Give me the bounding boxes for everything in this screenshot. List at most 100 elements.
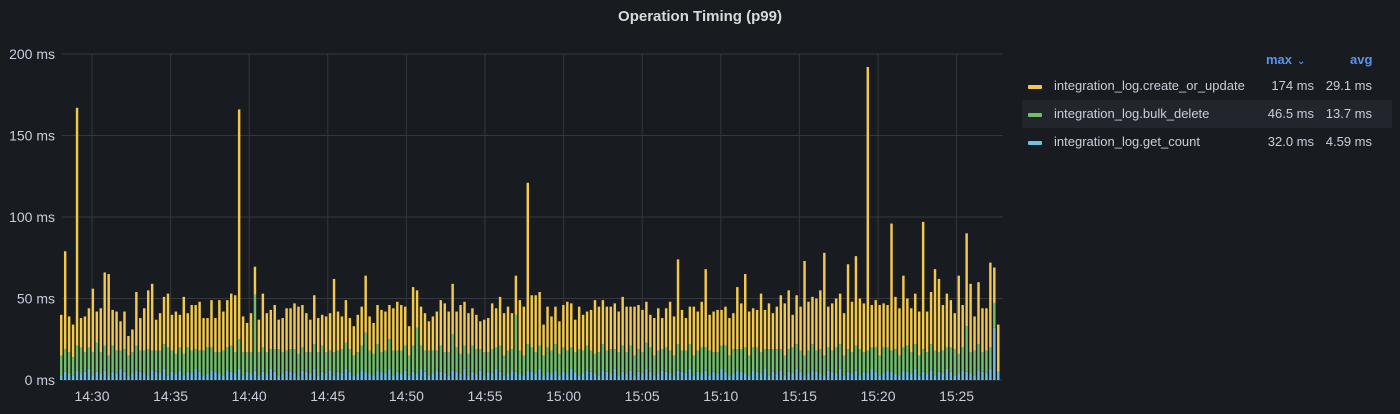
bar-segment <box>688 306 692 345</box>
legend-item[interactable]: integration_log.create_or_update 174 ms … <box>1022 72 1392 100</box>
bar-segment <box>344 300 348 343</box>
bar-segment <box>763 349 767 369</box>
bar-segment <box>779 295 783 350</box>
bar-segment <box>360 345 363 371</box>
bar-segment <box>253 294 257 371</box>
bar-segment <box>372 353 375 376</box>
bar-segment <box>720 309 723 346</box>
bar-segment <box>407 375 411 380</box>
bar-segment <box>135 370 138 380</box>
bar-segment <box>593 373 597 380</box>
bar-segment <box>127 335 130 356</box>
bar-segment <box>344 342 348 369</box>
bar-segment <box>127 375 130 380</box>
legend-sort-avg-button[interactable]: avg <box>1350 52 1373 67</box>
bar-segment <box>502 355 506 376</box>
bar-segment <box>360 370 363 380</box>
bar-segment <box>297 375 300 380</box>
bar-segment <box>530 295 533 348</box>
bar-segment <box>633 355 636 376</box>
bar-segment <box>917 355 921 376</box>
bar-segment <box>376 305 379 345</box>
bar-segment <box>783 303 786 356</box>
y-axis: 0 ms 50 ms 100 ms 150 ms 200 ms <box>9 46 55 388</box>
bar-segment <box>795 295 798 345</box>
legend-sort-max-button[interactable]: max ⌄ <box>1266 52 1306 67</box>
bar-segment <box>103 370 106 380</box>
bar-segment <box>419 368 423 380</box>
bar-segment <box>625 352 628 374</box>
bar-segment <box>419 306 423 346</box>
bar-segment <box>783 375 786 380</box>
bar-segment <box>684 373 688 380</box>
legend: max ⌄ avg integration_log.create_or_updat… <box>1022 50 1392 156</box>
legend-header: max ⌄ avg <box>1022 50 1392 72</box>
bar-segment <box>514 371 518 380</box>
bar-segment <box>261 293 265 348</box>
bar-segment <box>546 347 549 372</box>
bar-segment <box>190 305 193 351</box>
bar-segment <box>162 344 166 369</box>
bar-segment <box>451 283 454 335</box>
bar-segment <box>649 314 652 348</box>
bar-segment <box>645 368 648 380</box>
bar-segment <box>850 352 854 374</box>
bar-segment <box>550 350 553 374</box>
bar-segment <box>759 373 763 380</box>
bar-segment <box>692 306 696 356</box>
bar-segment <box>435 350 439 371</box>
legend-series-avg: 4.59 ms <box>1325 134 1372 149</box>
bar-segment <box>929 291 933 345</box>
bar-segment <box>874 347 877 372</box>
bar-segment <box>803 261 806 356</box>
bar-segment <box>834 347 838 374</box>
bar-segment <box>708 375 711 380</box>
bar-segment <box>222 350 225 376</box>
bar-segment <box>494 347 498 369</box>
bar-segment <box>372 375 375 380</box>
bar-segment <box>589 371 593 380</box>
bar-segment <box>396 371 399 380</box>
bar-segment <box>973 316 976 351</box>
bar-segment <box>364 371 367 380</box>
bar-segment <box>775 373 779 380</box>
bar-segment <box>779 370 783 380</box>
bar-segment <box>475 314 478 350</box>
bar-segment <box>977 370 980 380</box>
bar-segment <box>455 347 458 372</box>
bar-segment <box>233 295 237 353</box>
x-tick-label: 15:25 <box>939 388 974 404</box>
bar-segment <box>415 327 419 374</box>
bar-segment <box>799 306 802 351</box>
bar-segment <box>846 349 850 372</box>
bar-segment <box>206 318 209 348</box>
bar-segment <box>154 371 158 380</box>
bar-segment <box>305 352 308 372</box>
bar-segment <box>257 375 261 380</box>
bar-segment <box>60 355 63 376</box>
legend-item[interactable]: integration_log.bulk_delete 46.5 ms 13.7… <box>1022 100 1392 128</box>
x-tick-label: 15:00 <box>546 388 581 404</box>
bar-segment <box>324 373 328 380</box>
bar-segment <box>380 371 383 380</box>
legend-item[interactable]: integration_log.get_count 32.0 ms 4.59 m… <box>1022 128 1392 156</box>
bar-segment <box>289 308 292 350</box>
bar-segment <box>340 373 344 380</box>
bar-segment <box>965 233 968 327</box>
bar-segment <box>506 373 510 380</box>
bar-segment <box>396 350 399 372</box>
bar-segment <box>945 347 949 369</box>
y-tick-label: 200 ms <box>9 46 55 62</box>
bar-segment <box>676 259 680 345</box>
bar-segment <box>716 309 719 353</box>
bar-segment <box>941 305 945 351</box>
bar-segment <box>265 352 269 374</box>
bar-segment <box>573 371 577 380</box>
bar-segment <box>641 352 644 374</box>
bar-segment <box>589 350 593 372</box>
bar-segment <box>170 371 174 380</box>
bar-segment <box>103 345 106 371</box>
bar-segment <box>506 306 510 351</box>
bar-segment <box>728 318 731 356</box>
bar-segment <box>297 306 300 354</box>
